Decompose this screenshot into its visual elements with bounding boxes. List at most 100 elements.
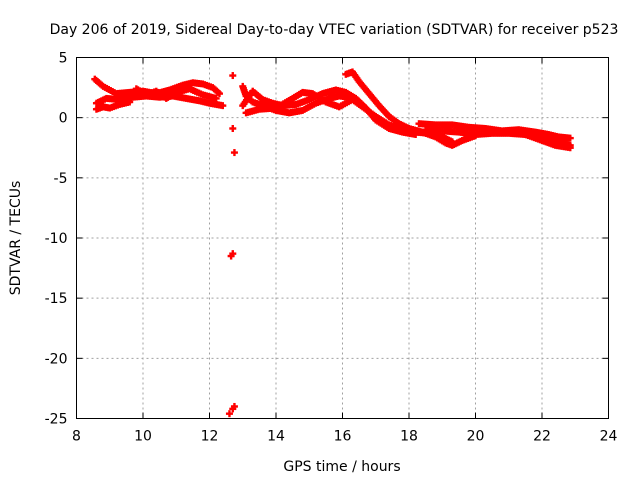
y-tick-label: -10 [45, 231, 68, 247]
data-point [241, 98, 249, 106]
data-point [229, 405, 237, 413]
data-point [366, 91, 374, 99]
data-point [229, 72, 237, 80]
data-point [368, 110, 376, 118]
y-tick-label: 5 [59, 51, 68, 67]
y-tick-label: -20 [45, 351, 68, 367]
data-point [350, 97, 358, 105]
data-point [377, 103, 384, 111]
data-point [360, 104, 368, 112]
data-point [212, 94, 220, 102]
data-point [219, 102, 227, 110]
data-point [375, 102, 383, 110]
data-point [359, 82, 367, 90]
x-axis-title: GPS time / hours [283, 459, 400, 475]
data-point [210, 85, 218, 93]
data-points [91, 68, 574, 418]
data-point [374, 100, 382, 108]
data-point [215, 90, 223, 98]
data-point [392, 117, 400, 125]
data-point [566, 134, 574, 142]
data-point [254, 91, 262, 99]
data-point [356, 79, 364, 87]
y-tick-label: -15 [45, 291, 68, 307]
data-point [98, 81, 106, 89]
data-point [363, 87, 371, 95]
grid-lines [76, 57, 609, 419]
data-point [230, 402, 238, 410]
data-point [352, 94, 360, 102]
data-point [388, 115, 396, 123]
data-point [96, 80, 104, 88]
data-point [244, 94, 252, 102]
data-point [381, 108, 389, 116]
x-tick-label: 20 [467, 429, 485, 445]
data-point [365, 90, 373, 98]
data-point [92, 76, 100, 84]
data-point [159, 92, 167, 100]
data-point [246, 91, 254, 99]
data-point [382, 109, 390, 117]
data-point [361, 85, 369, 93]
data-point [448, 138, 456, 146]
data-point [358, 103, 366, 111]
data-point [230, 149, 238, 157]
x-tick-label: 14 [267, 429, 285, 445]
data-point [369, 94, 377, 102]
data-point [364, 88, 372, 96]
data-point [227, 252, 235, 260]
x-tick-label: 18 [400, 429, 418, 445]
y-tick-label: 0 [59, 111, 68, 127]
data-point [240, 100, 248, 108]
data-point [367, 109, 375, 117]
data-point [363, 106, 371, 114]
x-tick-label: 16 [334, 429, 352, 445]
data-point [91, 75, 99, 83]
data-point [250, 89, 258, 97]
data-point [353, 99, 361, 107]
data-point [252, 90, 260, 98]
data-point [373, 99, 381, 107]
data-point [249, 87, 257, 95]
data-point [365, 108, 373, 116]
y-tick-label: -25 [45, 412, 68, 428]
y-tick-label: -5 [54, 171, 68, 187]
y-axis-title: SDTVAR / TECUs [8, 181, 24, 296]
data-point [371, 97, 379, 105]
data-point [378, 105, 386, 113]
data-point [214, 88, 222, 96]
data-point [154, 88, 162, 96]
data-point [229, 250, 237, 258]
data-point [362, 105, 370, 113]
data-point [126, 98, 134, 106]
data-point [357, 102, 365, 110]
data-point [239, 102, 247, 110]
data-point [387, 114, 395, 122]
data-point [348, 96, 356, 104]
data-point [385, 112, 393, 120]
data-point [213, 87, 221, 95]
data-point [245, 93, 253, 101]
data-point [152, 87, 160, 95]
data-point [370, 96, 378, 104]
data-point [247, 97, 255, 105]
data-point [370, 111, 378, 119]
data-point [355, 78, 363, 86]
data-point [355, 100, 363, 108]
data-point [384, 111, 392, 119]
data-point [209, 84, 217, 92]
data-point [157, 91, 165, 99]
data-point [257, 94, 265, 102]
data-point [393, 118, 401, 126]
data-point [360, 84, 368, 92]
chart-title: Day 206 of 2019, Sidereal Day-to-day VTE… [50, 22, 619, 38]
x-tick-label: 22 [533, 429, 551, 445]
x-tick-label: 12 [201, 429, 219, 445]
data-point [352, 98, 360, 106]
data-point [225, 410, 233, 418]
data-point [156, 90, 164, 98]
x-tick-label: 10 [134, 429, 152, 445]
data-point [390, 116, 398, 124]
data-point [566, 144, 574, 152]
